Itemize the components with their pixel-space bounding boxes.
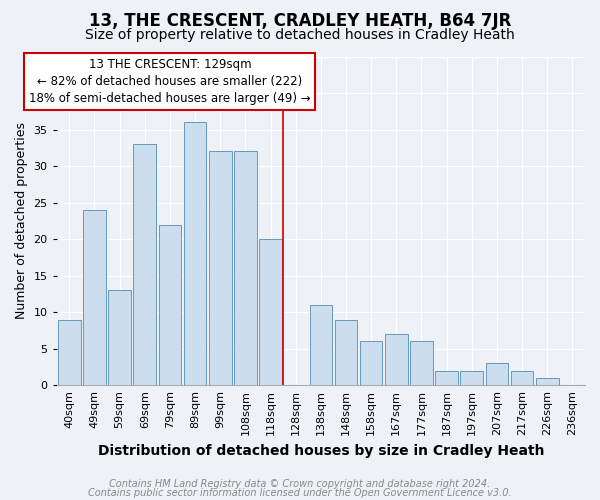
- Bar: [436, 370, 458, 386]
- Bar: [133, 144, 156, 386]
- Bar: [184, 122, 206, 386]
- Bar: [460, 370, 483, 386]
- Bar: [108, 290, 131, 386]
- Bar: [58, 320, 80, 386]
- Bar: [536, 378, 559, 386]
- Bar: [335, 320, 358, 386]
- Bar: [310, 305, 332, 386]
- Text: Size of property relative to detached houses in Cradley Heath: Size of property relative to detached ho…: [85, 28, 515, 42]
- Bar: [385, 334, 407, 386]
- Bar: [158, 224, 181, 386]
- Y-axis label: Number of detached properties: Number of detached properties: [15, 122, 28, 320]
- Text: 13 THE CRESCENT: 129sqm
← 82% of detached houses are smaller (222)
18% of semi-d: 13 THE CRESCENT: 129sqm ← 82% of detache…: [29, 58, 311, 105]
- Text: Contains HM Land Registry data © Crown copyright and database right 2024.: Contains HM Land Registry data © Crown c…: [109, 479, 491, 489]
- Bar: [360, 342, 382, 386]
- X-axis label: Distribution of detached houses by size in Cradley Heath: Distribution of detached houses by size …: [98, 444, 544, 458]
- Text: Contains public sector information licensed under the Open Government Licence v3: Contains public sector information licen…: [88, 488, 512, 498]
- Bar: [511, 370, 533, 386]
- Bar: [410, 342, 433, 386]
- Bar: [259, 239, 282, 386]
- Bar: [234, 152, 257, 386]
- Bar: [485, 364, 508, 386]
- Text: 13, THE CRESCENT, CRADLEY HEATH, B64 7JR: 13, THE CRESCENT, CRADLEY HEATH, B64 7JR: [89, 12, 511, 30]
- Bar: [209, 152, 232, 386]
- Bar: [83, 210, 106, 386]
